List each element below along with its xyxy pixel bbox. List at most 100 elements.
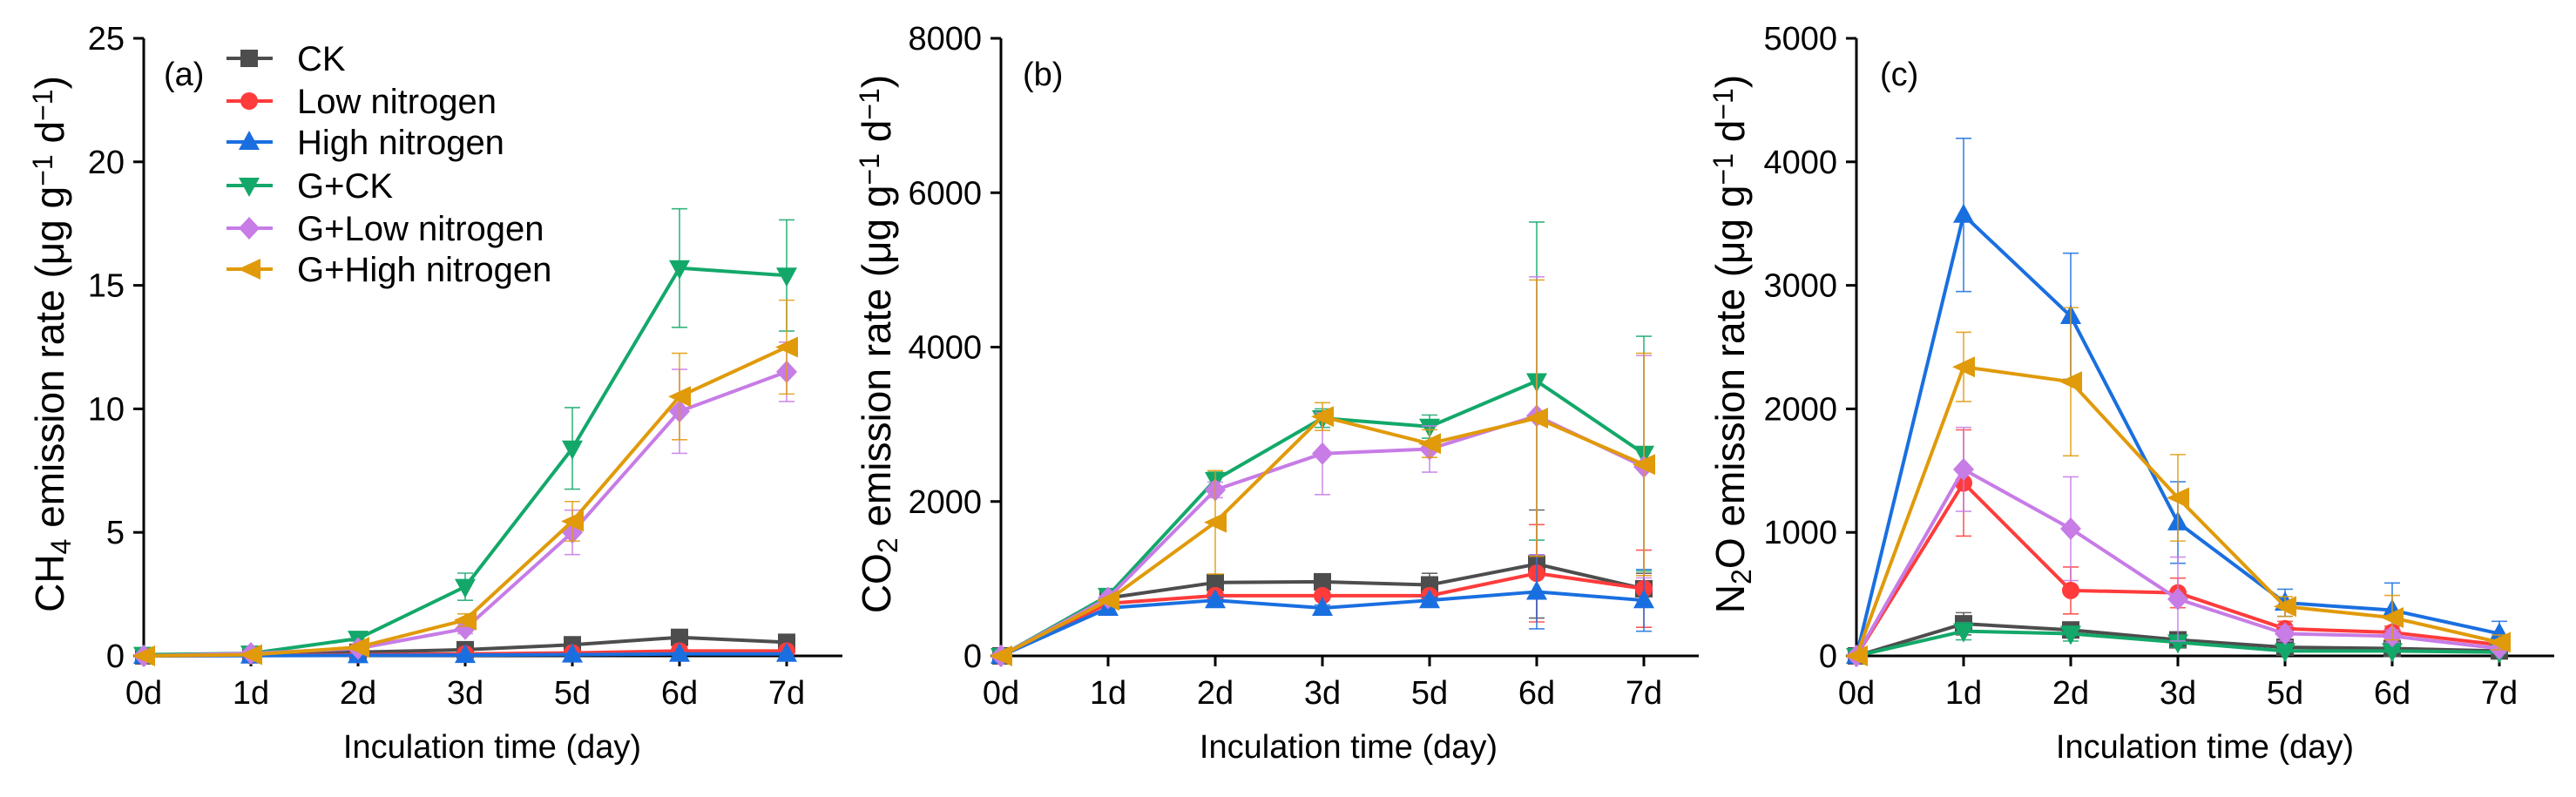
legend-label: G+High nitrogen [297, 251, 551, 289]
triangle-left-marker [561, 510, 584, 532]
triangle-up-marker [239, 131, 260, 150]
triangle-up-marker [669, 642, 690, 662]
triangle-left-marker [1633, 454, 1655, 476]
y-axis-title-end: ) [27, 76, 72, 89]
legend-item: G+CK [226, 167, 393, 206]
y-axis-title-mid2: d [854, 120, 899, 153]
y-tick-label: 25 [88, 21, 125, 57]
panel-a: 0 5 10 15 20 25 0d 1d 2d 3d 5d 6d 7d Inculation time … [27, 21, 842, 766]
triangle-left-marker [238, 259, 260, 280]
y-tick-label: 6000 [908, 175, 982, 212]
y-tick-label: 0 [963, 638, 982, 675]
y-axis-title-pre: CO [854, 553, 899, 613]
x-tick-label: 7d [2481, 675, 2518, 712]
triangle-left-marker [775, 336, 798, 358]
triangle-up-marker [1419, 589, 1440, 609]
x-tick-label: 0d [1838, 675, 1875, 712]
y-axis-title-sub: 2 [872, 537, 903, 553]
triangle-left-marker [454, 609, 477, 631]
x-axis-title: Inculation time (day) [2056, 729, 2354, 766]
panel-label: (b) [1023, 57, 1063, 93]
y-axis-title-end: ) [1707, 75, 1753, 88]
y-axis-title-sup2: −1 [27, 89, 58, 120]
y-axis-title-sub: 4 [45, 539, 77, 555]
x-tick-label: 6d [1518, 675, 1555, 712]
y-tick-label: 2000 [908, 484, 982, 521]
y-axis-title-pre: N [1707, 584, 1753, 613]
x-tick-label: 1d [1090, 675, 1126, 712]
y-tick-label: 5000 [1763, 21, 1837, 57]
triangle-left-marker [668, 386, 691, 408]
x-tick-label: 2d [340, 675, 376, 712]
legend-label: G+CK [297, 167, 393, 206]
y-tick-label: 2000 [1763, 391, 1837, 428]
triangle-up-marker [1205, 589, 1226, 609]
x-tick-label: 6d [661, 675, 698, 712]
triangle-down-marker [562, 440, 583, 460]
panel-label: (a) [164, 57, 204, 93]
series-g-high-nitrogen [1845, 307, 2511, 666]
y-axis-title-sup2: −1 [854, 88, 885, 119]
x-tick-label: 1d [233, 675, 269, 712]
legend-item: G+Low nitrogen [226, 210, 544, 248]
x-tick-label: 3d [1304, 675, 1341, 712]
y-axis-title-mid2: d [27, 121, 72, 154]
x-tick-label: 0d [983, 675, 1019, 712]
y-axis-title-end: ) [854, 75, 899, 88]
y-axis-title-mid2: d [1707, 120, 1753, 153]
y-tick-label: 1000 [1763, 515, 1837, 551]
triangle-up-marker [562, 643, 583, 663]
y-tick-label: 4000 [908, 330, 982, 367]
triangle-up-marker [1953, 203, 1974, 223]
square-marker [671, 628, 688, 646]
legend-item: G+High nitrogen [226, 251, 551, 289]
x-tick-label: 7d [768, 675, 805, 712]
triangle-left-marker [2274, 596, 2296, 618]
diamond-marker [1953, 457, 1974, 481]
circle-marker [1314, 586, 1331, 605]
y-tick-label: 0 [106, 638, 125, 675]
y-axis-title: N2O emission rate (μg g−1 d−1) [1707, 75, 1757, 613]
y-axis-title: CH4 emission rate (μg g−1 d−1) [27, 76, 77, 612]
y-axis-title: CO2 emission rate (μg g−1 d−1) [854, 75, 903, 613]
circle-marker [240, 92, 258, 110]
triangle-down-marker [2060, 625, 2081, 645]
diamond-marker [1312, 442, 1333, 465]
y-axis-title-pre: CH [27, 554, 72, 611]
legend-label: CK [297, 40, 346, 78]
triangle-left-marker [2488, 632, 2511, 653]
triangle-down-marker [669, 260, 690, 280]
diamond-marker [2275, 622, 2295, 645]
triangle-down-marker [239, 178, 260, 197]
triangle-down-marker [776, 267, 797, 287]
square-marker [1207, 573, 1224, 591]
diamond-marker [2167, 587, 2188, 611]
y-axis-title-sup1: −1 [27, 154, 58, 186]
triangle-up-marker [776, 642, 797, 662]
triangle-up-marker [1526, 580, 1547, 600]
y-axis-title-sup1: −1 [1707, 153, 1739, 185]
y-tick-label: 15 [88, 268, 125, 305]
x-tick-label: 6d [2374, 675, 2410, 712]
x-tick-label: 5d [554, 675, 591, 712]
y-tick-label: 5 [106, 515, 125, 551]
triangle-left-marker [240, 644, 262, 665]
triangle-down-marker [2167, 634, 2188, 654]
x-tick-label: 3d [447, 675, 483, 712]
series-g-high-nitrogen [990, 279, 1655, 666]
triangle-left-marker [2381, 607, 2404, 629]
x-tick-label: 3d [2160, 675, 2196, 712]
triangle-left-marker [347, 637, 369, 659]
triangle-down-marker [2382, 643, 2403, 663]
triangle-down-marker [1953, 623, 1974, 643]
triangle-left-marker [1952, 356, 1975, 378]
y-axis-title-mid: O emission rate (μg g [1707, 185, 1753, 569]
x-tick-label: 0d [125, 675, 162, 712]
triangle-down-marker [455, 578, 476, 598]
x-tick-label: 2d [2052, 675, 2089, 712]
y-tick-label: 20 [88, 145, 125, 181]
